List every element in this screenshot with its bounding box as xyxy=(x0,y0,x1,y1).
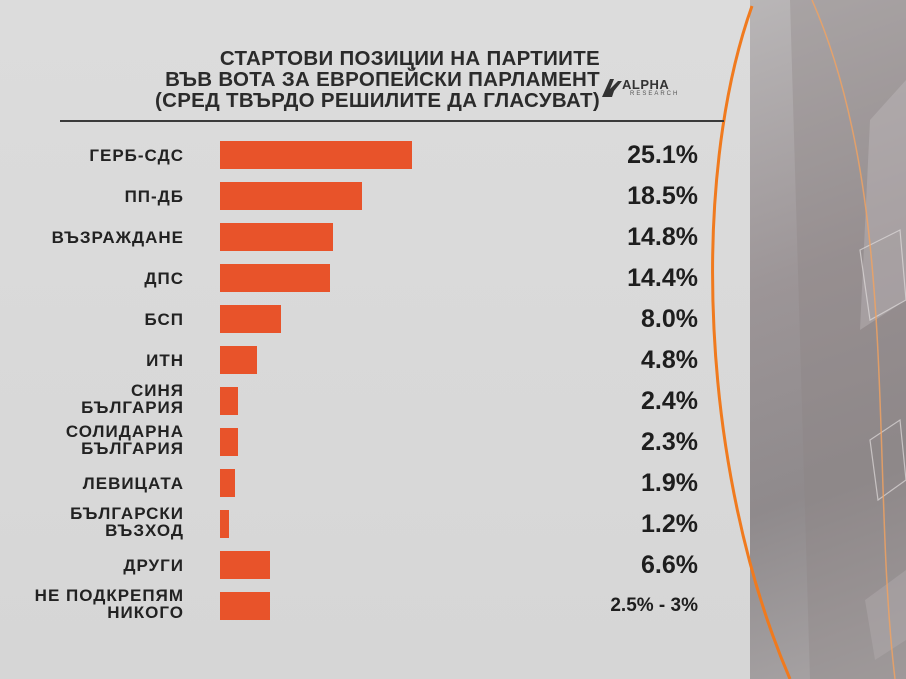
bar xyxy=(220,223,334,251)
alpha-logo-icon xyxy=(602,79,622,97)
value-label: 8.0% xyxy=(641,305,698,333)
bar xyxy=(220,387,239,415)
alpha-research-logo: ALPHA RESEARCH xyxy=(600,75,720,105)
value-label: 1.9% xyxy=(641,469,698,497)
category-label: БСП xyxy=(144,310,184,329)
bar xyxy=(220,428,238,456)
value-label: 4.8% xyxy=(641,346,698,374)
value-label: 25.1% xyxy=(627,141,698,169)
bar xyxy=(220,510,230,538)
bar xyxy=(220,551,271,579)
bar xyxy=(220,469,235,497)
category-label: СОЛИДАРНА БЪЛГАРИЯ xyxy=(65,422,184,458)
category-label: НЕ ПОДКРЕПЯМ НИКОГО xyxy=(34,586,184,622)
decorative-background xyxy=(750,0,906,679)
value-label: 14.4% xyxy=(627,264,698,292)
category-label: ДПС xyxy=(144,269,184,288)
bar xyxy=(220,182,362,210)
title-line-2: ВЪВ ВОТА ЗА ЕВРОПЕЙСКИ ПАРЛАМЕНТ xyxy=(165,68,600,91)
category-label: ГЕРБ-СДС xyxy=(89,146,184,165)
bar xyxy=(220,346,257,374)
bar xyxy=(220,592,271,620)
category-label: БЪЛГАРСКИ ВЪЗХОД xyxy=(70,504,184,540)
value-label: 18.5% xyxy=(627,182,698,210)
title-line-1: СТАРТОВИ ПОЗИЦИИ НА ПАРТИИТЕ xyxy=(219,47,600,70)
title-divider xyxy=(60,120,724,122)
title-line-3: (СРЕД ТВЪРДО РЕШИЛИТЕ ДА ГЛАСУВАТ) xyxy=(154,89,600,112)
category-label: ПП-ДБ xyxy=(124,187,184,206)
category-label: СИНЯ БЪЛГАРИЯ xyxy=(81,381,184,417)
bar xyxy=(220,141,412,169)
value-label: 2.4% xyxy=(641,387,698,415)
value-label: 1.2% xyxy=(641,510,698,538)
category-label: ДРУГИ xyxy=(123,556,184,575)
category-label: ВЪЗРАЖДАНЕ xyxy=(51,228,184,247)
value-label: 2.5% - 3% xyxy=(610,595,698,616)
bar xyxy=(220,305,282,333)
logo-subtitle: RESEARCH xyxy=(630,91,680,97)
value-label: 14.8% xyxy=(627,223,698,251)
category-label: ИТН xyxy=(146,351,184,370)
logo-wordmark: ALPHA xyxy=(622,77,670,92)
value-label: 2.3% xyxy=(641,428,698,456)
chart-panel xyxy=(0,0,770,679)
chart-title: СТАРТОВИ ПОЗИЦИИ НА ПАРТИИТЕ ВЪВ ВОТА ЗА… xyxy=(60,48,600,111)
value-label: 6.6% xyxy=(641,551,698,579)
bar xyxy=(220,264,331,292)
category-label: ЛЕВИЦАТА xyxy=(82,474,184,493)
